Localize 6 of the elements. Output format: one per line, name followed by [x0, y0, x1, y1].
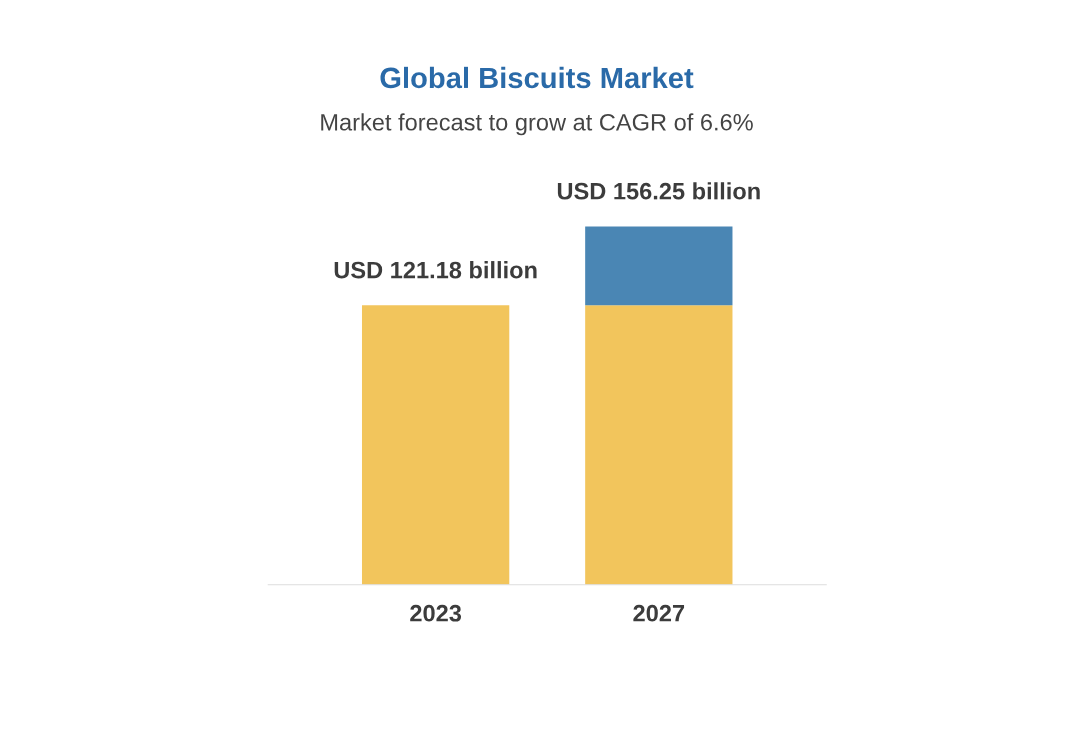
x-tick-label: 2023: [410, 604, 462, 622]
total-label: USD 156.25 billion: [557, 182, 760, 200]
chart-title: Global Biscuits Market: [380, 66, 694, 89]
chart-subtitle: Market forecast to grow at CAGR of 6.6%: [321, 113, 753, 136]
x-tick-label: 2027: [633, 604, 685, 622]
total-label: USD 121.18 billion: [334, 261, 537, 279]
